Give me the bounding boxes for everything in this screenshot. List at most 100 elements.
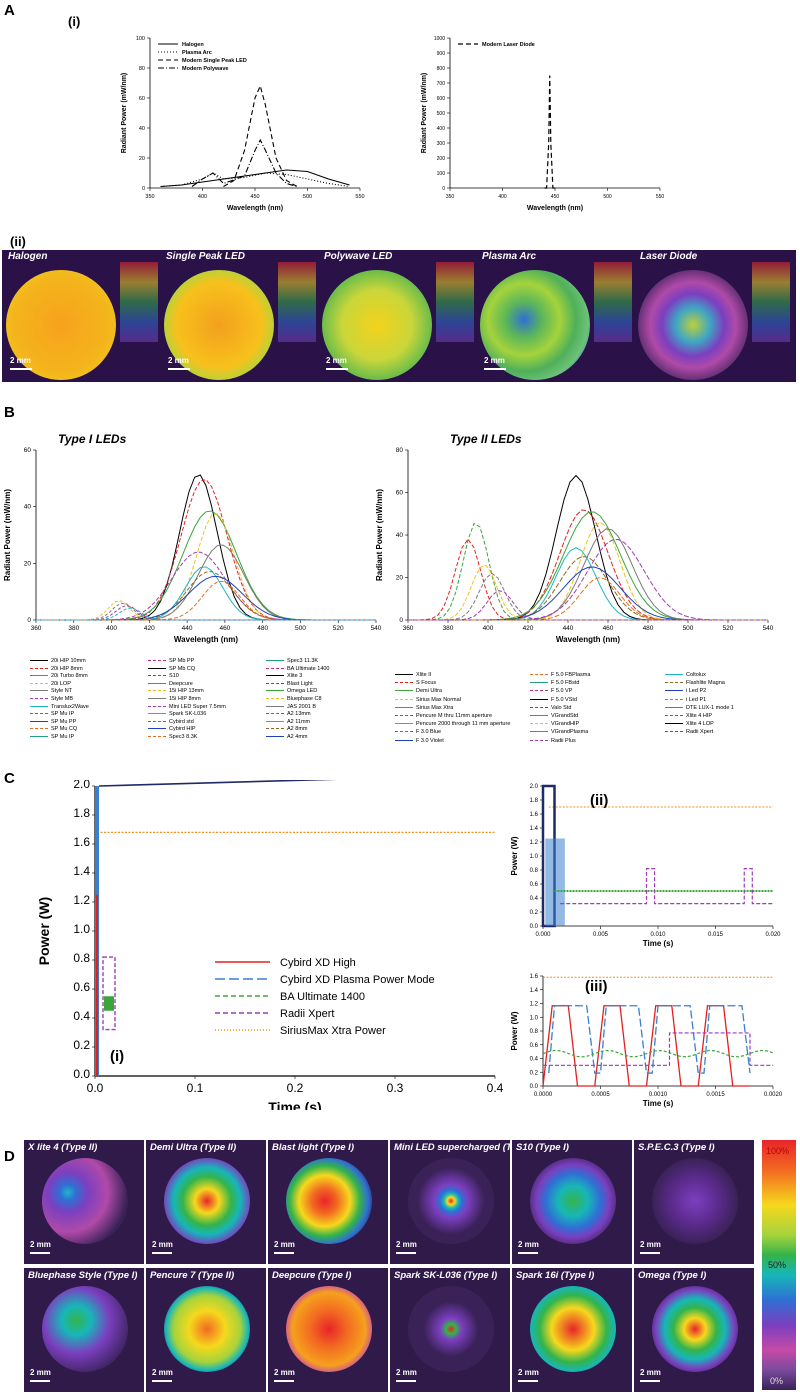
ba-ultimate-line [542, 1049, 774, 1058]
legend-swatch [30, 667, 48, 669]
legend-entry: Flashlite Magna [665, 680, 725, 686]
y-tick-label: 600 [437, 96, 446, 102]
legend-swatch [395, 706, 413, 708]
legend-b-right: Xlite II S Focus Demi Ultra Sirius Max Norm… [395, 672, 795, 762]
scale-label: 2 mm [396, 1368, 417, 1377]
beam-profile-2: Single Peak LED 2 mm [160, 250, 318, 382]
beam-spot [42, 1286, 128, 1372]
legend-swatch [530, 682, 548, 684]
legend-entry: A2 13mm [266, 711, 311, 717]
beam-profile-tile: Pencure 7 (Type II) 2 mm [146, 1268, 266, 1392]
y-tick-label: 60 [24, 447, 32, 454]
legend-b-left: 20i HIP 10mm 20i HIP 8mm 20i Turbo 8mm 20i … [30, 658, 390, 748]
legend-entry: Radii Xpert [665, 729, 713, 735]
legend-entry: Coltolux [665, 672, 706, 678]
x-tick-label: 500 [295, 625, 306, 632]
legend-label: Style NT [51, 688, 73, 695]
legend-entry: VGrandHIP [530, 721, 579, 727]
y-tick-label: 1.2 [73, 893, 90, 907]
y-tick-label: 200 [437, 156, 446, 162]
legend-label: SiriusMax Xtra Power [280, 1025, 386, 1037]
x-tick-label: 440 [563, 625, 574, 632]
x-tick-label: 0.0005 [591, 1092, 610, 1098]
legend-swatch [395, 698, 413, 700]
y-tick-label: 60 [139, 96, 145, 102]
beam-profile-tile: Bluephase Style (Type I) 2 mm [24, 1268, 144, 1392]
legend-label: Valo Std [551, 704, 572, 711]
legend-entry: Xlite 4 LOP [665, 721, 714, 727]
beam-profile-tile: Spark 16i (Type I) 2 mm [512, 1268, 632, 1392]
x-tick-label: 400 [498, 194, 507, 200]
beam-spot [164, 1286, 250, 1372]
radii-xpert-block [102, 956, 116, 1031]
y-tick-label: 1.2 [530, 840, 539, 846]
x-tick-label: 380 [68, 625, 79, 632]
legend-label: 20i Turbo 8mm [51, 673, 88, 680]
legend-label: JAS 2001 B [287, 703, 317, 710]
series-line [191, 138, 298, 188]
x-tick-label: 520 [723, 625, 734, 632]
y-tick-label: 1.6 [530, 974, 539, 980]
legend-swatch [148, 660, 166, 662]
x-tick-label: 0.015 [708, 932, 724, 938]
legend-label: VGrandPlasma [551, 729, 589, 736]
panel-c-sub-iii: (iii) [585, 978, 608, 995]
cybird-block [545, 838, 565, 926]
legend-entry: F 3.0 Blue [395, 729, 441, 735]
x-tick-label: 400 [198, 194, 207, 200]
legend-entry: i Led P2 [665, 688, 706, 694]
x-tick-label: 540 [371, 625, 382, 632]
legend-entry: Sirius Max Normal [395, 697, 461, 703]
legend-label: Plasma Arc [182, 50, 212, 56]
x-tick-label: 540 [763, 625, 774, 632]
x-tick-label: 360 [31, 625, 42, 632]
legend-swatch [395, 723, 413, 725]
y-tick-label: 2.0 [73, 780, 90, 791]
spectrum-line [408, 528, 768, 621]
legend-entry: Blast Light [266, 681, 313, 687]
legend-entry: Translux2Wave [30, 704, 89, 710]
legend-entry: S Focus [395, 680, 436, 686]
legend-swatch [30, 682, 48, 684]
y-tick-label: 1.4 [530, 988, 539, 994]
legend-label: Modern Single Peak LED [182, 58, 247, 64]
x-tick-label: 460 [603, 625, 614, 632]
legend-label: A2 4mm [287, 734, 308, 740]
x-tick-label: 360 [403, 625, 414, 632]
x-tick-label: 500 [603, 194, 612, 200]
panel-c-sub-ii: (ii) [590, 792, 609, 809]
legend-label: Blast Light [287, 680, 313, 687]
legend-swatch [266, 736, 284, 738]
chart-b-left-title: Type I LEDs [58, 432, 127, 446]
beam-profile-title: Demi Ultra (Type II) [150, 1142, 237, 1153]
y-tick-label: 1.6 [73, 835, 90, 849]
beam-profile-3: Polywave LED 2 mm [318, 250, 476, 382]
spectrum-line [408, 538, 769, 621]
legend-swatch [665, 731, 683, 733]
legend-entry: Sirius Max Xtra [395, 705, 453, 711]
chart-c-ii: 0.000 0.005 0.010 0.015 0.020 0.0 0.2 0.4 0.6 0.8… [510, 784, 781, 948]
series-line [544, 75, 555, 189]
beam-profile-title: Omega (Type I) [638, 1270, 707, 1281]
legend-entry: Deepcure [148, 681, 193, 687]
y-tick-label: 1.0 [530, 1015, 539, 1021]
beam-profile-tile: Demi Ultra (Type II) 2 mm [146, 1140, 266, 1264]
cybird-plasma-line [548, 1005, 751, 1074]
legend-entry: SP Mu IP [30, 734, 74, 740]
beam-profile-grid: X lite 4 (Type II) 2 mm Demi Ultra (Type I… [24, 1140, 758, 1392]
legend-label: F 5.0 VP [551, 688, 573, 695]
legend-label: SP Mb CQ [169, 665, 196, 672]
legend-label: S Focus [416, 680, 437, 687]
beam-profile-strip: Halogen 2 mm Single Peak LED 2 mm Polywave L… [2, 250, 796, 382]
x-tick-label: 0.020 [765, 932, 781, 938]
beam-spot [42, 1158, 128, 1244]
y-tick-label: 0 [399, 617, 403, 624]
legend-label: Spec3 11.3K [287, 658, 319, 664]
y-tick-label: 40 [139, 126, 145, 132]
scale-bar [518, 1380, 538, 1382]
legend-swatch [530, 706, 548, 708]
beam-value-scale [278, 262, 316, 342]
legend-label: Halogen [182, 42, 204, 48]
beam-spot [652, 1286, 738, 1372]
legend-label: A2 11mm [287, 718, 311, 725]
